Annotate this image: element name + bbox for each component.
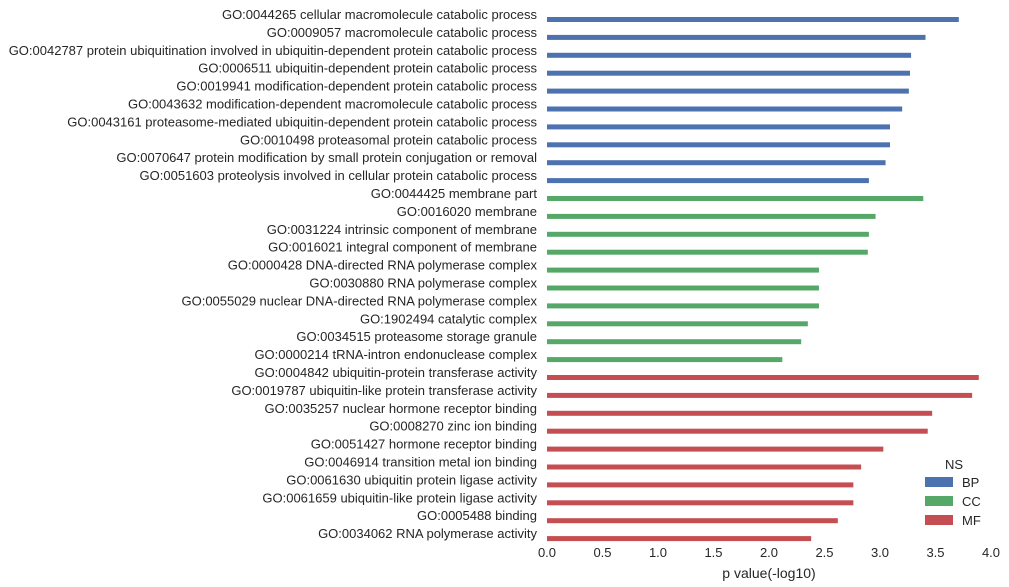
bar-mf (547, 428, 928, 434)
bar-mf (547, 518, 838, 524)
x-tick-label: 3.0 (871, 545, 889, 560)
x-axis-title: p value(-log10) (722, 565, 815, 581)
bar-cc (547, 267, 819, 273)
category-label: GO:0004842 ubiquitin-protein transferase… (254, 365, 537, 380)
x-tick-label: 2.0 (760, 545, 778, 560)
bar-cc (547, 357, 783, 363)
category-label: GO:0005488 binding (417, 508, 537, 523)
bar-cc (547, 231, 869, 237)
bar-bp (547, 34, 926, 40)
legend-swatch-cc (925, 496, 953, 506)
category-label: GO:0034062 RNA polymerase activity (318, 526, 537, 541)
category-label: GO:0043632 modification-dependent macrom… (128, 97, 538, 112)
bar-bp (547, 124, 890, 130)
legend-title: NS (945, 457, 963, 472)
bar-bp (547, 70, 910, 76)
bar-mf (547, 392, 973, 398)
category-label: GO:0043161 proteasome-mediated ubiquitin… (67, 114, 537, 129)
x-tick-label: 1.0 (649, 545, 667, 560)
bar-bp (547, 88, 909, 94)
category-label: GO:0055029 nuclear DNA-directed RNA poly… (181, 293, 537, 308)
legend: NS BP CC MF (925, 457, 981, 528)
bar-bp (547, 160, 886, 166)
category-label: GO:0008270 zinc ion binding (369, 419, 537, 434)
bar-cc (547, 321, 808, 327)
bar-bp (547, 142, 890, 148)
category-labels-group: GO:0044265 cellular macromolecule catabo… (9, 7, 538, 541)
category-label: GO:0019787 ubiquitin-like protein transf… (231, 383, 537, 398)
bar-cc (547, 249, 868, 255)
category-label: GO:0016021 integral component of membran… (268, 240, 537, 255)
category-label: GO:0034515 proteasome storage granule (296, 329, 537, 344)
bar-bp (547, 178, 869, 184)
x-tick-label: 3.5 (926, 545, 944, 560)
category-label: GO:0010498 proteasomal protein catabolic… (240, 132, 538, 147)
category-label: GO:0051427 hormone receptor binding (311, 437, 537, 452)
category-label: GO:0061659 ubiquitin-like protein ligase… (262, 490, 537, 505)
bars-group (547, 17, 979, 542)
category-label: GO:0006511 ubiquitin-dependent protein c… (198, 61, 537, 76)
legend-label-bp: BP (962, 475, 979, 490)
bar-mf (547, 446, 884, 452)
bar-bp (547, 52, 912, 58)
legend-swatch-mf (925, 515, 953, 525)
bar-mf (547, 464, 862, 470)
x-tick-label: 2.5 (815, 545, 833, 560)
category-label: GO:0000214 tRNA-intron endonuclease comp… (254, 347, 537, 362)
category-label: GO:0009057 macromolecule catabolic proce… (267, 25, 538, 40)
bar-bp (547, 17, 959, 22)
bar-cc (547, 339, 802, 345)
bar-cc (547, 196, 924, 201)
bar-mf (547, 375, 979, 380)
x-tick-label: 1.5 (704, 545, 722, 560)
bar-mf (547, 500, 854, 506)
category-label: GO:0044425 membrane part (371, 186, 538, 201)
category-label: GO:0019941 modification-dependent protei… (176, 79, 537, 94)
category-label: GO:0051603 proteolysis involved in cellu… (140, 168, 538, 183)
category-label: GO:0044265 cellular macromolecule catabo… (222, 7, 538, 22)
x-tick-label: 0.0 (538, 545, 556, 560)
bar-mf (547, 482, 854, 488)
category-label: GO:1902494 catalytic complex (360, 311, 538, 326)
bar-mf (547, 536, 812, 542)
bar-cc (547, 285, 819, 291)
category-label: GO:0061630 ubiquitin protein ligase acti… (286, 472, 537, 487)
category-label: GO:0035257 nuclear hormone receptor bind… (265, 401, 537, 416)
category-label: GO:0070647 protein modification by small… (116, 150, 537, 165)
category-label: GO:0016020 membrane (397, 204, 537, 219)
bar-bp (547, 106, 903, 112)
bar-mf (547, 410, 933, 416)
x-tick-labels-group: 0.0 0.5 1.0 1.5 2.0 2.5 3.0 3.5 4.0 (538, 545, 1000, 560)
legend-label-mf: MF (962, 513, 981, 528)
category-label: GO:0042787 protein ubiquitination involv… (9, 43, 538, 58)
category-label: GO:0031224 intrinsic component of membra… (267, 222, 537, 237)
bar-cc (547, 213, 876, 219)
category-label: GO:0030880 RNA polymerase complex (309, 276, 537, 291)
bar-cc (547, 303, 819, 309)
x-tick-label: 4.0 (982, 545, 1000, 560)
legend-label-cc: CC (962, 494, 981, 509)
x-tick-label: 0.5 (593, 545, 611, 560)
category-label: GO:0046914 transition metal ion binding (304, 455, 537, 470)
legend-swatch-bp (925, 477, 953, 487)
category-label: GO:0000428 DNA-directed RNA polymerase c… (228, 258, 538, 273)
